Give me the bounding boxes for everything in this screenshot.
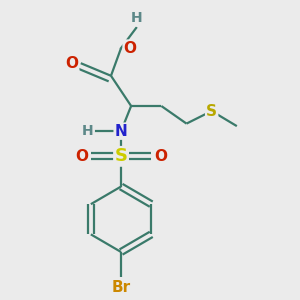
Text: O: O: [75, 149, 88, 164]
Text: Br: Br: [112, 280, 130, 295]
Text: O: O: [154, 149, 167, 164]
Text: O: O: [65, 56, 78, 71]
Text: H: H: [82, 124, 93, 138]
Text: H: H: [130, 11, 142, 26]
Text: S: S: [206, 103, 217, 118]
Text: O: O: [124, 40, 136, 56]
Text: N: N: [115, 124, 128, 139]
Text: S: S: [115, 147, 128, 165]
